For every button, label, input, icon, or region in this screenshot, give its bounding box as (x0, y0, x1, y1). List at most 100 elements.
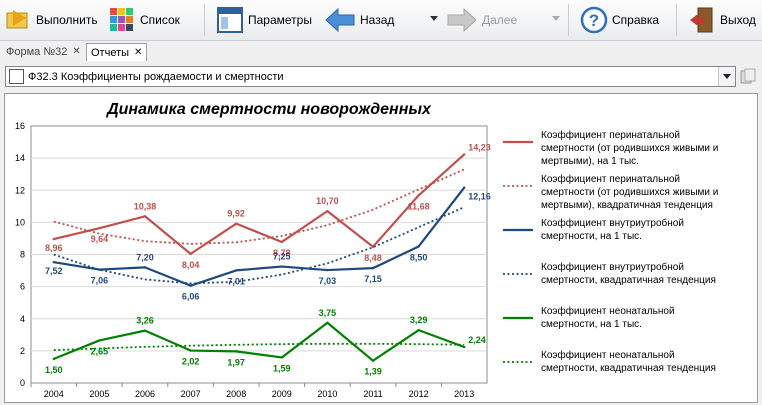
data-point (326, 210, 328, 212)
data-point (417, 329, 419, 331)
help-icon: ? (580, 6, 608, 34)
toolbar: Выполнить Список Параметры Назад Далее (0, 0, 762, 41)
x-tick-label: 2005 (89, 389, 109, 399)
data-label: 7,03 (319, 276, 337, 286)
y-tick-label: 4 (20, 314, 25, 324)
close-icon[interactable]: ✕ (72, 46, 80, 57)
data-point (463, 153, 465, 155)
data-label: 7,52 (45, 266, 63, 276)
parameters-label: Параметры (248, 13, 312, 27)
back-button[interactable]: Назад (324, 4, 394, 36)
tab-reports[interactable]: Отчеты ✕ (86, 43, 147, 61)
data-label: 1,39 (364, 367, 382, 377)
data-point (463, 186, 465, 188)
x-tick-label: 2010 (317, 389, 337, 399)
data-point (98, 339, 100, 341)
next-dropdown-icon[interactable] (552, 16, 560, 21)
data-label: 10,70 (316, 196, 339, 206)
y-tick-label: 16 (15, 121, 25, 131)
data-point (326, 322, 328, 324)
x-tick-label: 2011 (363, 389, 382, 399)
svg-text:?: ? (589, 11, 599, 30)
data-label: 3,75 (319, 308, 337, 318)
help-button[interactable]: ? Справка (580, 4, 659, 36)
data-point (144, 329, 146, 331)
close-icon[interactable]: ✕ (134, 47, 142, 58)
data-point (281, 241, 283, 243)
data-label: 12,16 (468, 192, 491, 202)
run-button[interactable]: Выполнить (4, 4, 98, 36)
list-icon (108, 6, 136, 34)
data-point (372, 267, 374, 269)
y-tick-label: 6 (20, 282, 25, 292)
data-point (189, 253, 191, 255)
data-label: 3,26 (136, 316, 154, 326)
tab-label: Форма №32 (6, 46, 67, 58)
back-dropdown-icon[interactable] (430, 16, 438, 21)
exit-button[interactable]: Выход (688, 4, 756, 36)
data-point (53, 358, 55, 360)
chevron-down-icon[interactable] (718, 67, 735, 86)
data-point (144, 266, 146, 268)
data-label: 8,48 (364, 253, 382, 263)
data-label: 6,06 (182, 292, 200, 302)
x-tick-label: 2006 (135, 389, 155, 399)
data-point (326, 269, 328, 271)
help-label: Справка (612, 13, 659, 27)
tab-label: Отчеты (91, 47, 129, 59)
y-tick-label: 10 (15, 217, 25, 227)
data-point (53, 238, 55, 240)
data-label: 2,02 (182, 357, 200, 367)
next-button[interactable]: Далее (446, 4, 517, 36)
document-tabs: Форма №32 ✕ Отчеты ✕ (0, 41, 762, 61)
x-tick-label: 2004 (44, 389, 64, 399)
data-label: 1,59 (273, 363, 291, 373)
mortality-chart: Динамика смертности новорожденных0246810… (5, 94, 757, 402)
parameters-button[interactable]: Параметры (216, 4, 312, 36)
next-arrow-icon (446, 6, 478, 34)
data-label: 7,15 (364, 274, 382, 284)
y-tick-label: 12 (15, 185, 25, 195)
data-label: 7,20 (136, 252, 154, 262)
y-tick-label: 14 (15, 153, 25, 163)
back-label: Назад (360, 13, 394, 27)
data-label: 8,50 (410, 252, 428, 262)
data-point (144, 215, 146, 217)
data-label: 7,25 (273, 252, 291, 262)
copy-report-icon[interactable] (740, 68, 756, 84)
y-tick-label: 2 (20, 346, 25, 356)
x-tick-label: 2008 (226, 389, 246, 399)
y-tick-label: 8 (20, 250, 25, 260)
back-arrow-icon (324, 6, 356, 34)
list-label: Список (140, 13, 180, 27)
data-label: 2,24 (468, 335, 486, 345)
data-point (281, 356, 283, 358)
data-label: 8,04 (182, 260, 200, 270)
data-point (417, 245, 419, 247)
tab-form-32[interactable]: Форма №32 ✕ (2, 43, 85, 60)
parameters-icon (216, 6, 244, 34)
data-label: 9,64 (91, 234, 109, 244)
data-label: 11,68 (408, 201, 430, 211)
list-button[interactable]: Список (108, 4, 180, 36)
x-tick-label: 2009 (272, 389, 292, 399)
data-label: 9,92 (227, 209, 245, 219)
run-label: Выполнить (36, 13, 98, 27)
report-select[interactable]: Ф32.3 Коэффициенты рождаемости и смертно… (5, 66, 736, 87)
data-point (98, 227, 100, 229)
report-select-value: Ф32.3 Коэффициенты рождаемости и смертно… (28, 71, 284, 83)
data-point (53, 261, 55, 263)
y-tick-label: 0 (20, 378, 25, 388)
report-icon (9, 69, 24, 84)
x-tick-label: 2013 (454, 389, 474, 399)
data-label: 10,38 (134, 201, 157, 211)
data-point (189, 349, 191, 351)
run-icon (4, 6, 32, 34)
data-label: 3,29 (410, 315, 428, 325)
data-point (417, 194, 419, 196)
